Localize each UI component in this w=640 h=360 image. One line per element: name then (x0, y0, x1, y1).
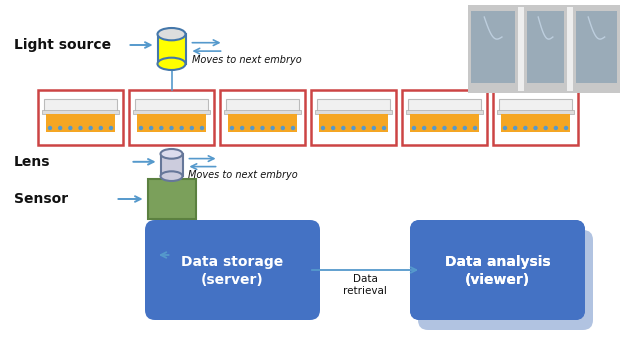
Circle shape (453, 126, 456, 130)
Circle shape (514, 126, 516, 130)
Bar (161, 154, 182, 176)
Bar (527, 11, 564, 83)
Circle shape (230, 126, 234, 130)
Circle shape (544, 126, 547, 130)
Text: (viewer): (viewer) (465, 273, 530, 287)
Circle shape (504, 126, 506, 130)
Circle shape (89, 126, 92, 130)
Bar (129, 90, 214, 145)
Circle shape (282, 126, 284, 130)
Circle shape (241, 126, 244, 130)
Bar (576, 11, 617, 83)
Bar (44, 99, 117, 113)
Text: Moves to next embryo: Moves to next embryo (191, 55, 301, 65)
Bar (228, 114, 297, 132)
Bar (402, 90, 487, 145)
Circle shape (69, 126, 72, 130)
Text: Moves to next embryo: Moves to next embryo (189, 170, 298, 180)
Bar (38, 90, 123, 145)
Circle shape (342, 126, 345, 130)
Bar (408, 99, 481, 113)
Circle shape (200, 126, 204, 130)
Circle shape (109, 126, 113, 130)
Circle shape (59, 126, 61, 130)
Bar (410, 114, 479, 132)
Circle shape (261, 126, 264, 130)
Bar (406, 110, 483, 114)
Circle shape (332, 126, 335, 130)
Text: Lens: Lens (14, 155, 51, 169)
Bar (157, 34, 186, 64)
Circle shape (291, 126, 294, 130)
Circle shape (79, 126, 82, 130)
Bar (317, 99, 390, 113)
Bar (311, 90, 396, 145)
Circle shape (49, 126, 51, 130)
Circle shape (443, 126, 446, 130)
Circle shape (190, 126, 193, 130)
Bar (42, 110, 119, 114)
Text: Light source: Light source (14, 38, 111, 52)
Bar (497, 110, 574, 114)
Circle shape (160, 126, 163, 130)
Circle shape (140, 126, 143, 130)
Circle shape (383, 126, 385, 130)
Circle shape (422, 126, 426, 130)
Text: (server): (server) (201, 273, 264, 287)
Circle shape (524, 126, 527, 130)
Bar (501, 114, 570, 132)
Ellipse shape (157, 28, 186, 40)
Bar (135, 99, 208, 113)
Circle shape (321, 126, 324, 130)
Circle shape (433, 126, 436, 130)
Circle shape (251, 126, 254, 130)
Circle shape (170, 126, 173, 130)
Bar (518, 7, 524, 91)
Circle shape (271, 126, 274, 130)
Bar (468, 5, 620, 93)
Ellipse shape (161, 149, 182, 159)
Circle shape (180, 126, 183, 130)
Text: Data
retrieval: Data retrieval (343, 274, 387, 296)
Circle shape (463, 126, 467, 130)
Circle shape (150, 126, 153, 130)
Bar (147, 179, 195, 219)
FancyBboxPatch shape (410, 220, 585, 320)
Bar (493, 90, 578, 145)
Circle shape (99, 126, 102, 130)
Circle shape (362, 126, 365, 130)
Bar (471, 11, 515, 83)
FancyBboxPatch shape (410, 220, 585, 320)
Circle shape (352, 126, 355, 130)
FancyBboxPatch shape (418, 230, 593, 330)
Bar (499, 99, 572, 113)
Ellipse shape (161, 171, 182, 181)
Ellipse shape (157, 58, 186, 70)
Bar (224, 110, 301, 114)
Bar (226, 99, 299, 113)
Circle shape (372, 126, 375, 130)
Circle shape (534, 126, 537, 130)
Bar (319, 114, 388, 132)
Bar (315, 110, 392, 114)
Circle shape (554, 126, 557, 130)
Circle shape (413, 126, 415, 130)
Bar (46, 114, 115, 132)
Circle shape (474, 126, 477, 130)
Text: Data storage: Data storage (181, 255, 284, 269)
Circle shape (564, 126, 568, 130)
Bar (133, 110, 210, 114)
Text: (viewer): (viewer) (465, 273, 530, 287)
Bar (137, 114, 206, 132)
Text: Data analysis: Data analysis (445, 255, 550, 269)
Bar (220, 90, 305, 145)
Bar (567, 7, 573, 91)
Text: Data analysis: Data analysis (445, 255, 550, 269)
FancyBboxPatch shape (145, 220, 320, 320)
Text: Sensor: Sensor (14, 192, 68, 206)
